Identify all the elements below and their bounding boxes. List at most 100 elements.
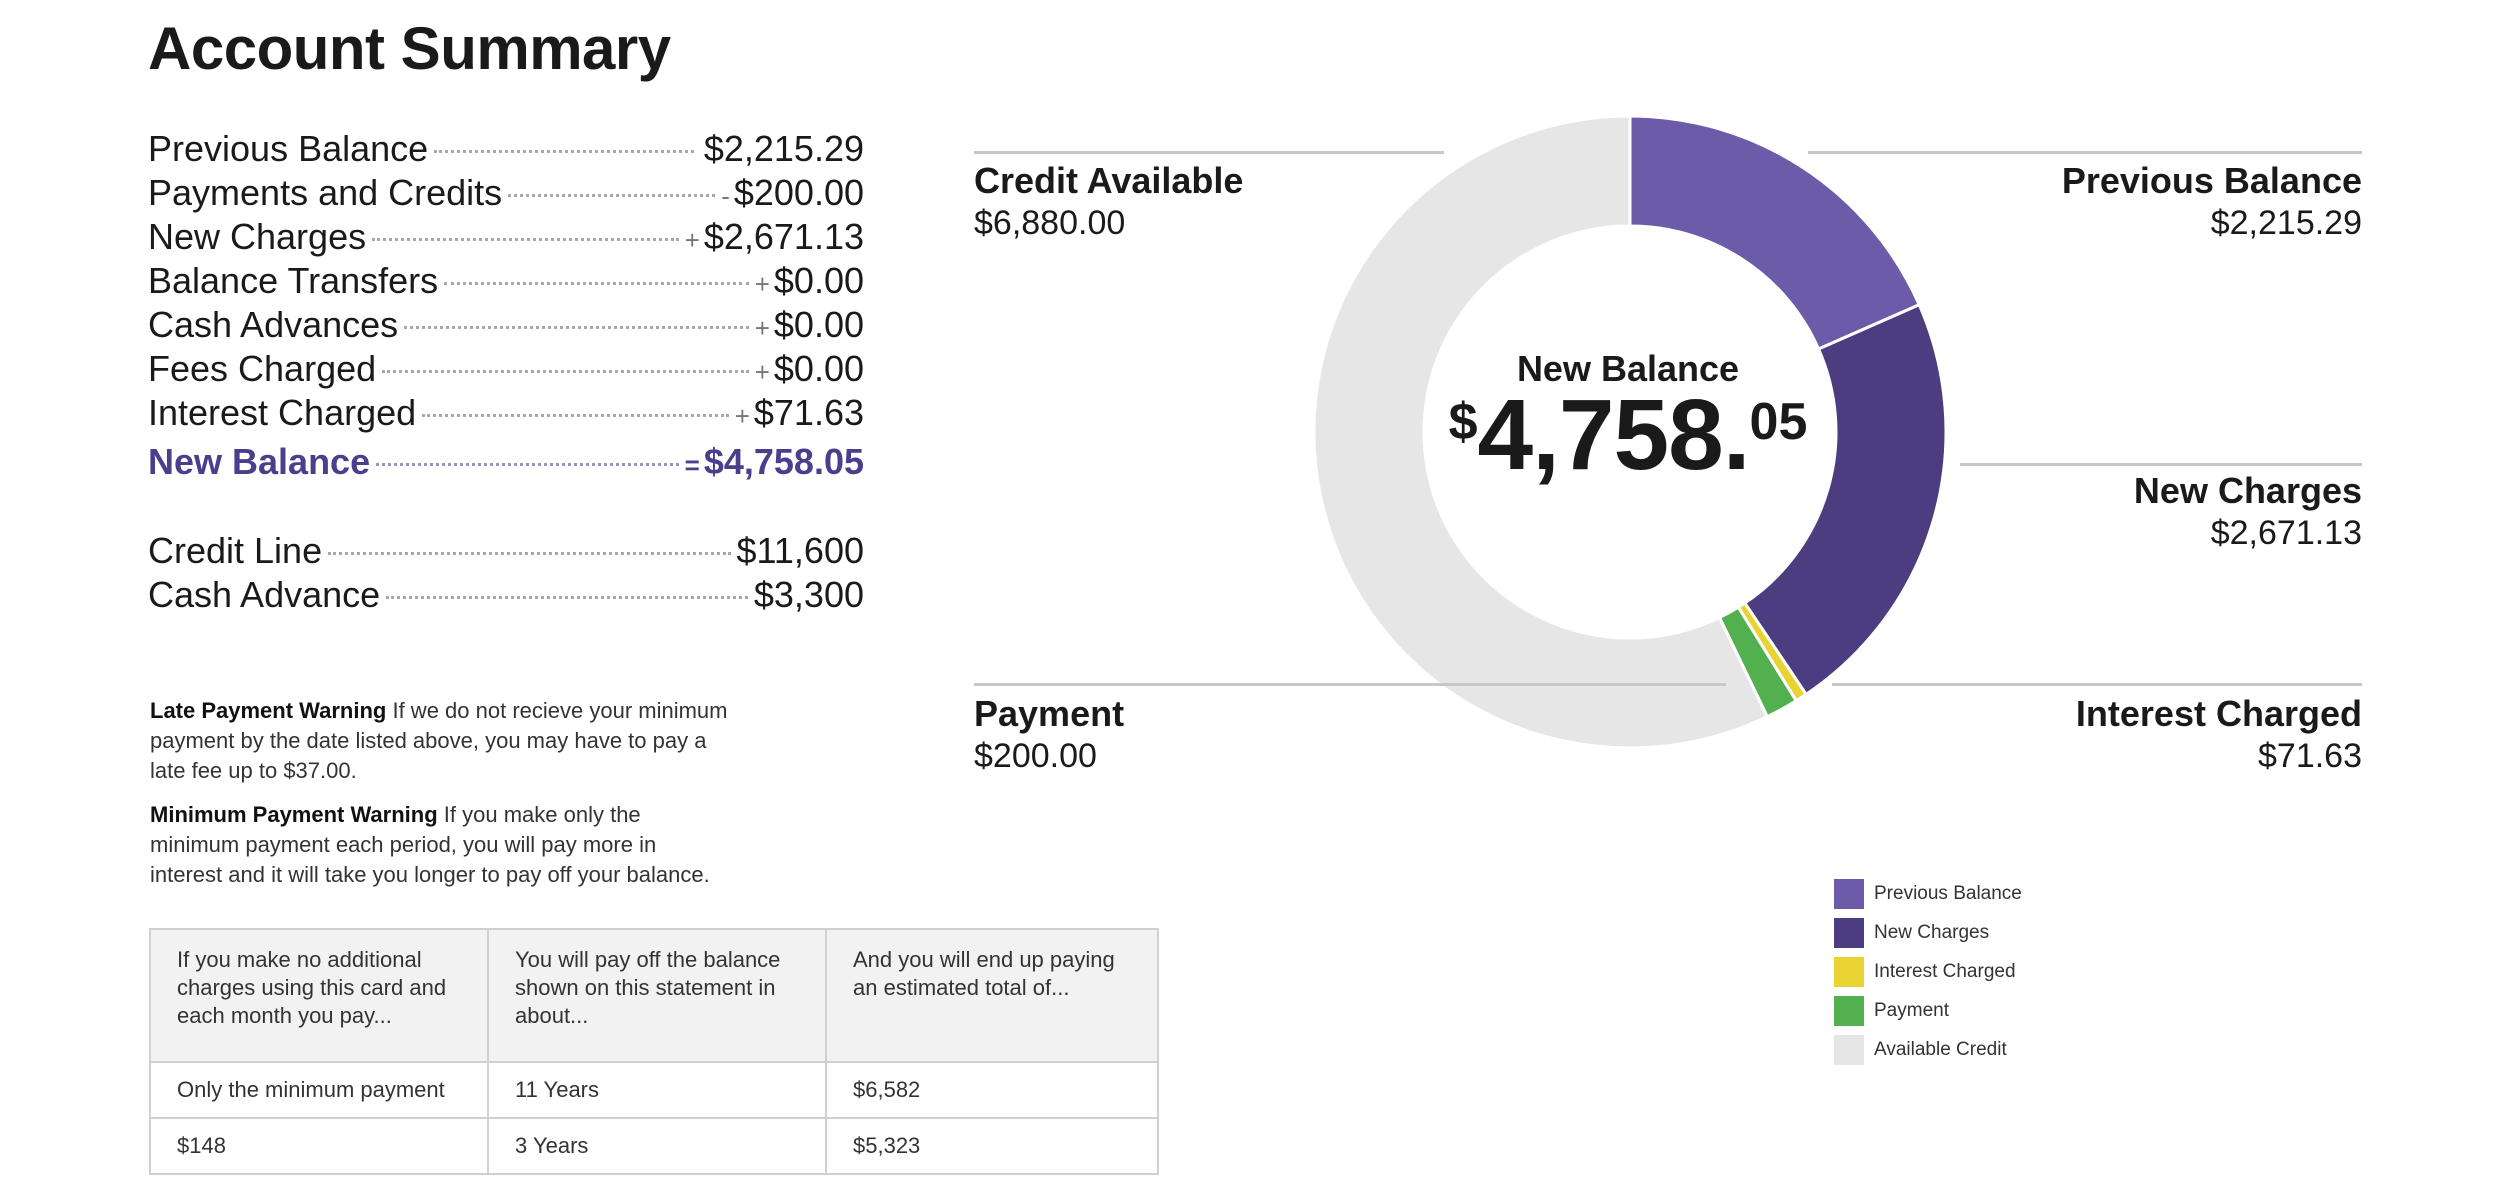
legend-label: Available Credit (1874, 1038, 2007, 1060)
payoff-cell: 11 Years (487, 1061, 827, 1119)
dot-leader (328, 552, 731, 555)
balance-donut-chart (1312, 114, 1948, 750)
callout-payment: Payment $200.00 (974, 693, 1124, 776)
payoff-cell: $5,323 (825, 1117, 1159, 1175)
dot-leader (372, 238, 679, 241)
donut-slice-available-credit (1312, 114, 1770, 750)
summary-label: Previous Balance (148, 128, 429, 169)
summary-label: Interest Charged (148, 392, 417, 433)
leader-line (1960, 463, 2362, 466)
payoff-table: If you make no additional charges using … (149, 928, 1159, 1175)
summary-value: $2,215.29 (703, 128, 864, 169)
callout-value: $2,215.29 (2210, 204, 2362, 242)
limit-row-credit-line: Credit Line $11,600 (148, 530, 864, 572)
payoff-cell: 3 Years (487, 1117, 827, 1175)
summary-value: $11,600 (736, 530, 864, 571)
late-payment-warning: Late Payment Warning If we do not reciev… (150, 696, 730, 786)
summary-label: New Charges (148, 216, 367, 257)
payoff-header-cell: If you make no additional charges using … (149, 928, 489, 1063)
page-title: Account Summary (148, 15, 671, 82)
payoff-cell: $6,582 (825, 1061, 1159, 1119)
legend-label: New Charges (1874, 921, 1990, 943)
center-cents: 05 (1749, 393, 1808, 451)
summary-sign: + (754, 269, 770, 299)
callout-title: New Charges (2133, 470, 2362, 511)
legend-item: Previous Balance (1834, 874, 2022, 913)
center-main-amount: 4,758. (1477, 379, 1751, 491)
summary-value: $4,758.05 (703, 441, 864, 482)
callout-interest-charged: Interest Charged $71.63 (2076, 693, 2362, 776)
legend-label: Interest Charged (1874, 960, 2016, 982)
summary-sign: + (734, 401, 750, 431)
dot-leader (434, 150, 694, 153)
callout-title: Credit Available (974, 160, 1244, 201)
leader-line (974, 151, 1444, 154)
callout-title: Previous Balance (2061, 160, 2362, 201)
callout-value: $71.63 (2258, 737, 2362, 775)
leader-line (1808, 151, 2362, 154)
donut-slice-previous-balance (1628, 114, 1922, 352)
legend-label: Previous Balance (1874, 882, 2022, 904)
donut-slice-new-charges (1742, 302, 1948, 697)
leader-line (1832, 683, 2362, 686)
legend-swatch (1834, 1034, 1864, 1065)
legend-swatch (1834, 878, 1864, 909)
payoff-cell: $148 (149, 1117, 489, 1175)
late-warning-title: Late Payment Warning (150, 698, 387, 723)
callout-credit-available: Credit Available $6,880.00 (974, 160, 1243, 243)
legend-swatch (1834, 917, 1864, 948)
summary-row: Previous Balance $2,215.29 (148, 128, 864, 170)
dot-leader (422, 414, 729, 417)
payoff-cell: Only the minimum payment (149, 1061, 489, 1119)
callout-previous-balance: Previous Balance $2,215.29 (2062, 160, 2362, 243)
payoff-header-cell: You will pay off the balance shown on th… (487, 928, 827, 1063)
legend-item: Available Credit (1834, 1030, 2022, 1069)
summary-row: Interest Charged + $71.63 (148, 392, 864, 434)
callout-value: $6,880.00 (974, 204, 1126, 242)
summary-row: Fees Charged + $0.00 (148, 348, 864, 390)
callout-value: $200.00 (974, 737, 1097, 775)
dot-leader (386, 596, 748, 599)
legend-item: Interest Charged (1834, 952, 2022, 991)
minimum-payment-warning: Minimum Payment Warning If you make only… (150, 800, 730, 890)
callout-new-charges: New Charges $2,671.13 (2134, 470, 2362, 553)
summary-row-new-balance: New Balance = $4,758.05 (148, 441, 864, 483)
donut-center-amount: $4,758.05 (1428, 378, 1828, 493)
donut-center-title: New Balance (1516, 348, 1740, 389)
minimum-warning-title: Minimum Payment Warning (150, 802, 438, 827)
table-row: $148 3 Years $5,323 (149, 1117, 1159, 1175)
summary-label: Balance Transfers (148, 260, 439, 301)
dot-leader (508, 194, 716, 197)
legend-label: Payment (1874, 999, 1949, 1021)
summary-label: Payments and Credits (148, 172, 503, 213)
limit-row-cash-advance: Cash Advance $3,300 (148, 574, 864, 616)
dot-leader (376, 463, 679, 466)
summary-value: $0.00 (773, 260, 864, 301)
summary-label: Credit Line (148, 530, 323, 571)
summary-sign: + (754, 313, 770, 343)
chart-legend: Previous Balance New Charges Interest Char… (1834, 874, 2022, 1069)
payoff-header-cell: And you will end up paying an estimated … (825, 928, 1159, 1063)
summary-sign: + (684, 225, 700, 255)
summary-row: Cash Advances + $0.00 (148, 304, 864, 346)
summary-value: $3,300 (753, 574, 864, 615)
legend-item: New Charges (1834, 913, 2022, 952)
summary-value: $200.00 (733, 172, 864, 213)
summary-row: Payments and Credits - $200.00 (148, 172, 864, 214)
legend-item: Payment (1834, 991, 2022, 1030)
center-currency: $ (1448, 393, 1478, 451)
legend-swatch (1834, 995, 1864, 1026)
legend-swatch (1834, 956, 1864, 987)
callout-title: Payment (974, 693, 1125, 734)
summary-sign: - (721, 181, 730, 211)
callout-value: $2,671.13 (2210, 514, 2362, 552)
summary-label: Cash Advance (148, 574, 381, 615)
payoff-table-header: If you make no additional charges using … (149, 928, 1159, 1063)
dot-leader (444, 282, 749, 285)
summary-sign: = (684, 450, 700, 480)
late-warning-text: If we do not recieve your minimum paymen… (150, 698, 728, 783)
summary-value: $0.00 (773, 304, 864, 345)
summary-label: Fees Charged (148, 348, 377, 389)
leader-line (974, 683, 1726, 686)
callout-title: Interest Charged (2075, 693, 2362, 734)
